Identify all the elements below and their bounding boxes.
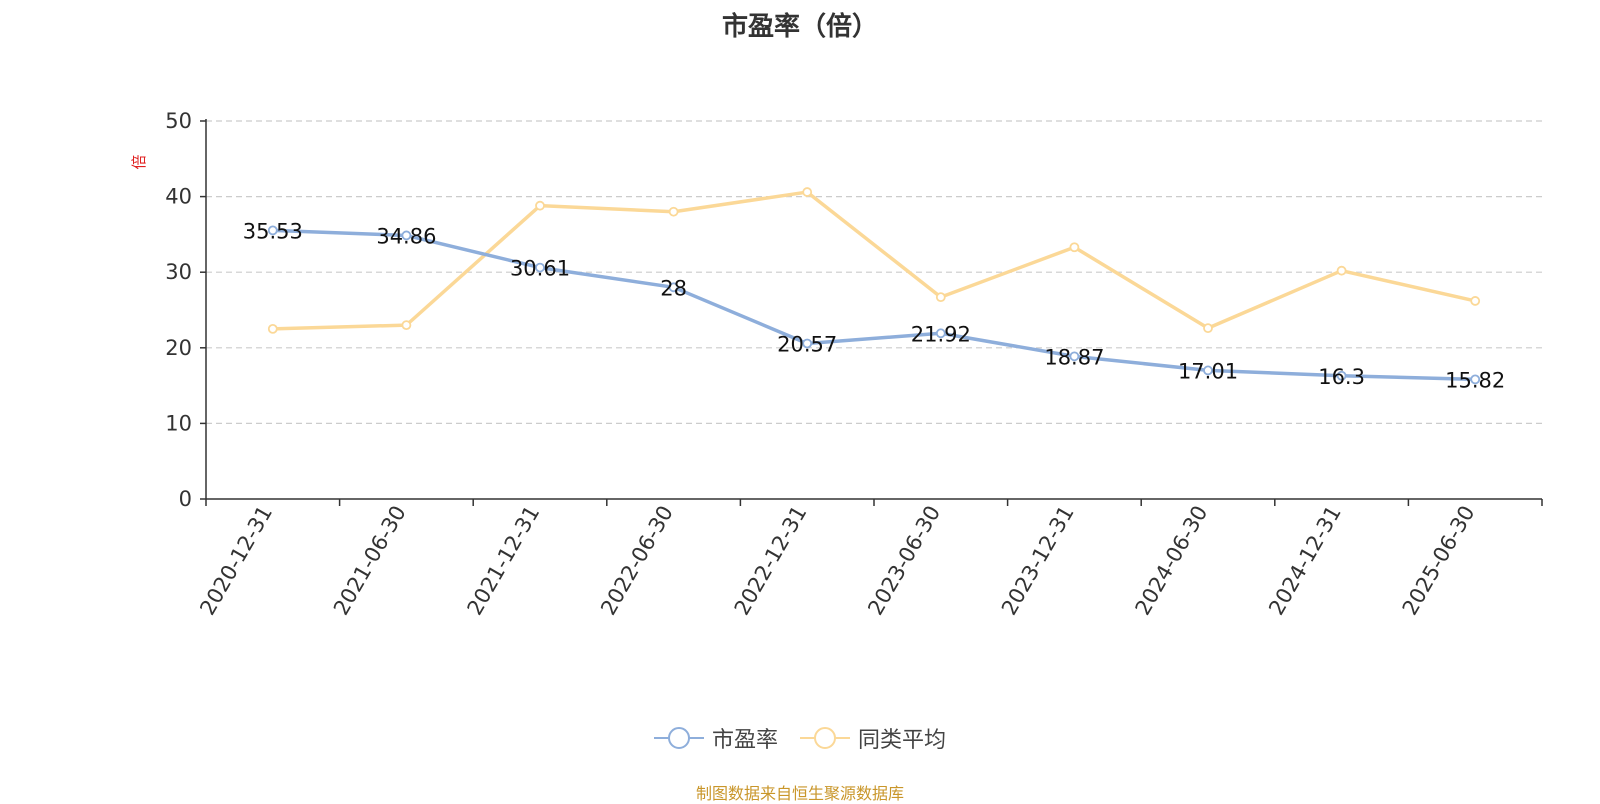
data-point[interactable] xyxy=(267,225,278,236)
data-point[interactable] xyxy=(1069,242,1080,253)
circle-line-icon xyxy=(800,727,850,749)
legend-label-pe-ratio: 市盈率 xyxy=(711,728,778,753)
data-point[interactable] xyxy=(1470,374,1481,385)
data-point[interactable] xyxy=(401,320,412,331)
data-point[interactable] xyxy=(668,206,679,217)
y-tick-label: 0 xyxy=(179,487,192,511)
data-point[interactable] xyxy=(802,338,813,349)
data-point[interactable] xyxy=(935,328,946,339)
grid-lines xyxy=(206,120,1542,424)
data-label: 28 xyxy=(660,276,687,300)
data-point[interactable] xyxy=(535,200,545,211)
data-label: 30.61 xyxy=(510,257,570,281)
x-tick-label: 2022-06-30 xyxy=(596,502,678,620)
x-tick-label: 2023-12-31 xyxy=(997,502,1079,620)
data-point[interactable] xyxy=(1203,365,1213,376)
data-point[interactable] xyxy=(1336,370,1347,381)
series-lines xyxy=(267,187,1481,385)
data-label: 21.92 xyxy=(911,322,971,346)
x-tick-label: 2021-06-30 xyxy=(329,502,411,620)
legend-label-peer-average: 同类平均 xyxy=(858,728,947,753)
data-point[interactable] xyxy=(401,230,412,241)
x-tick-label: 2023-06-30 xyxy=(863,502,945,620)
y-tick-label: 20 xyxy=(165,336,192,360)
data-label: 18.87 xyxy=(1044,345,1104,369)
data-label: 15.82 xyxy=(1445,368,1505,392)
chart-title: 市盈率（倍） xyxy=(721,12,878,42)
y-axis-unit-label: 倍 xyxy=(130,154,148,169)
source-note: 制图数据来自恒生聚源数据库 xyxy=(695,784,904,803)
data-label: 34.86 xyxy=(376,224,436,248)
circle-line-icon xyxy=(653,727,704,749)
legend-item-pe-ratio[interactable]: 市盈率 xyxy=(653,722,778,754)
x-tick-label: 2021-12-31 xyxy=(463,502,545,620)
data-point[interactable] xyxy=(535,262,545,273)
data-label: 17.01 xyxy=(1178,359,1238,383)
data-point[interactable] xyxy=(802,187,813,197)
x-tick-label: 2020-12-31 xyxy=(195,502,277,620)
data-point[interactable] xyxy=(935,292,946,303)
y-tick-label: 30 xyxy=(165,260,192,284)
x-tick-label: 2025-06-30 xyxy=(1398,502,1480,620)
legend: 市盈率 同类平均 xyxy=(0,722,1600,754)
data-point[interactable] xyxy=(668,282,679,293)
series-line-0 xyxy=(272,228,1476,382)
y-tick-label: 50 xyxy=(165,109,192,133)
x-tick-label: 2024-12-31 xyxy=(1264,502,1346,620)
y-tick-label: 40 xyxy=(165,185,192,209)
y-tick-label: 10 xyxy=(165,411,192,435)
data-labels: 35.53 34.86 30.61 28 20.57 21.92 18.87 17.01 16.… xyxy=(243,219,1506,392)
data-point[interactable] xyxy=(1470,296,1481,306)
data-label: 20.57 xyxy=(777,332,837,356)
data-label: 16.3 xyxy=(1318,365,1365,389)
data-point[interactable] xyxy=(1336,265,1347,276)
series-line-1 xyxy=(272,190,1476,331)
data-point[interactable] xyxy=(1203,323,1213,334)
data-point[interactable] xyxy=(267,323,278,334)
data-label: 35.53 xyxy=(243,219,303,243)
x-tick-label: 2022-12-31 xyxy=(730,502,812,620)
legend-item-peer-average[interactable]: 同类平均 xyxy=(800,722,946,754)
x-tick-label: 2024-06-30 xyxy=(1131,502,1213,620)
data-point[interactable] xyxy=(1069,351,1080,362)
